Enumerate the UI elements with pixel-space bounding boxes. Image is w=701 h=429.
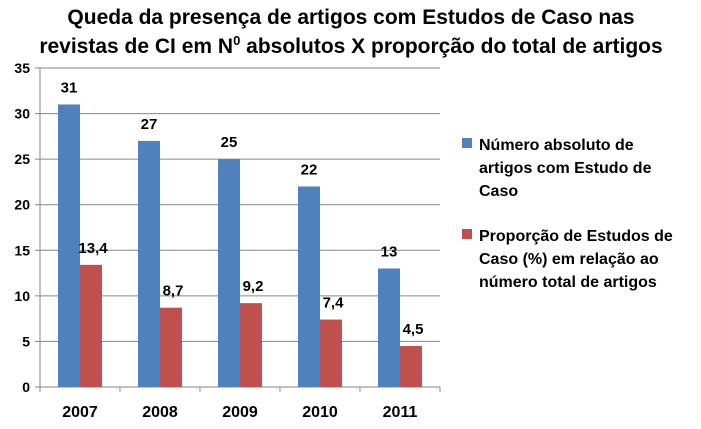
chart-title-part-a: revistas de CI em N [39,35,233,58]
bar-absolute [138,140,160,387]
data-label: 9,2 [243,278,264,295]
data-label: 25 [221,134,238,151]
legend-label: número total de artigos [479,274,657,291]
x-tick-label: 2010 [302,404,338,421]
legend-label: Caso [479,183,518,200]
legend-swatch-proportion [462,229,472,239]
chart-title-line-2: revistas de CI em N0 absolutos X proporç… [39,33,662,58]
y-tick-label: 20 [14,197,30,213]
data-label: 8,7 [163,283,184,300]
legend-label: Número absoluto de [479,137,634,154]
y-tick-label: 0 [22,379,30,395]
data-labels: 31 13,4 27 8,7 25 9,2 22 7,4 13 4,5 [61,79,424,338]
y-tick-label: 25 [14,151,30,167]
bars [58,104,422,387]
data-label: 13 [381,244,398,261]
axes: 0 5 10 15 20 25 30 35 2007 2008 2009 2010 2011 [14,60,441,421]
y-tick-label: 30 [14,106,30,122]
chart-title-superscript: 0 [233,33,240,48]
legend-label: Proporção de Estudos de [479,228,673,245]
bar-proportion [320,319,342,387]
data-label: 4,5 [403,321,424,338]
data-label: 13,4 [78,240,108,257]
bar-absolute [58,104,80,387]
bar-absolute [298,186,320,387]
legend-label: artigos com Estudo de [479,160,652,177]
y-tick-label: 5 [22,333,30,349]
legend-label: Caso (%) em relação ao [479,251,659,268]
legend: Número absoluto de artigos com Estudo de C… [462,137,673,291]
bar-proportion [160,307,182,387]
data-label: 31 [61,79,78,96]
chart-title-part-b: absolutos X proporção do total de artigo… [240,35,662,58]
chart-title-line-1: Queda da presença de artigos com Estudos… [67,6,634,29]
y-tick-label: 35 [14,60,30,76]
bar-absolute [218,159,240,387]
bar-proportion [400,345,422,387]
bar-proportion [240,303,262,387]
data-label: 7,4 [323,295,345,312]
x-tick-label: 2011 [383,404,418,421]
x-tick-label: 2007 [62,404,98,421]
data-label: 22 [301,161,318,178]
x-tick-label: 2009 [222,404,258,421]
data-label: 27 [141,116,158,133]
y-tick-label: 10 [14,288,30,304]
bar-absolute [378,268,400,387]
x-tick-label: 2008 [142,404,178,421]
legend-swatch-absolute [462,138,472,148]
y-tick-label: 15 [14,242,30,258]
bar-proportion [80,264,102,387]
